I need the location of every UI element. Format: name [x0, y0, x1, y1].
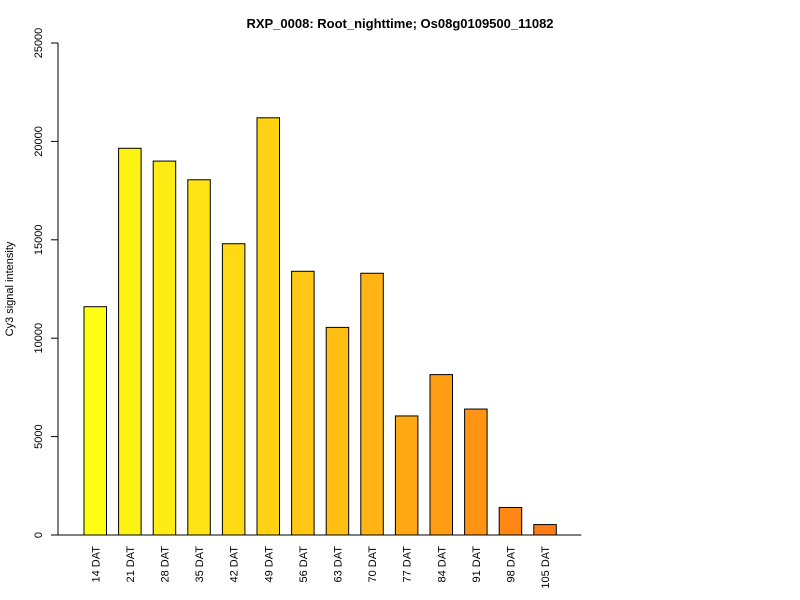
bars	[83, 117, 557, 536]
bar-35-dat	[187, 179, 211, 536]
y-tick-label: 25000	[33, 28, 45, 59]
bar-14-dat	[83, 306, 107, 536]
y-tick-label: 20000	[33, 126, 45, 157]
x-tick-label: 42 DAT	[229, 546, 241, 583]
x-tick-label: 70 DAT	[367, 546, 379, 583]
chart-title: RXP_0008: Root_nighttime; Os08g0109500_1…	[246, 16, 553, 31]
x-axis: 14 DAT 21 DAT 28 DAT 35 DAT 42 DAT 49 DAT 56 D…	[58, 534, 582, 589]
x-tick-label: 14 DAT	[90, 546, 102, 583]
y-axis: 0 5000 10000 15000 20000 25000	[33, 28, 59, 538]
x-tick-label: 77 DAT	[402, 546, 414, 583]
y-tick-label: 10000	[33, 323, 45, 354]
bar-98-dat	[498, 506, 523, 536]
bar-84-dat	[429, 374, 453, 536]
x-tick-label: 91 DAT	[471, 546, 483, 583]
bar-42-dat	[221, 243, 246, 536]
bar-21-dat	[118, 147, 142, 536]
bar-49-dat	[256, 117, 280, 536]
bar-70-dat	[360, 272, 384, 536]
x-tick-label: 56 DAT	[298, 546, 310, 583]
bar-105-dat	[533, 524, 557, 536]
y-tick-label: 15000	[33, 225, 45, 256]
bar-63-dat	[325, 326, 350, 536]
x-tick-label: 35 DAT	[194, 546, 206, 583]
bar-91-dat	[464, 408, 488, 536]
x-tick-label: 49 DAT	[263, 546, 275, 583]
bar-56-dat	[291, 270, 315, 536]
x-tick-label: 105 DAT	[540, 546, 552, 589]
x-tick-label: 28 DAT	[159, 546, 171, 583]
x-tick-label: 98 DAT	[505, 546, 517, 583]
x-tick-label: 21 DAT	[125, 546, 137, 583]
bar-77-dat	[394, 415, 419, 536]
x-tick-label: 84 DAT	[436, 546, 448, 583]
y-tick-label: 0	[33, 532, 45, 538]
y-axis-label: Cy3 signal intensity	[4, 241, 16, 336]
x-tick-label: 63 DAT	[332, 546, 344, 583]
bar-28-dat	[152, 160, 177, 536]
y-tick-label: 5000	[33, 424, 45, 448]
